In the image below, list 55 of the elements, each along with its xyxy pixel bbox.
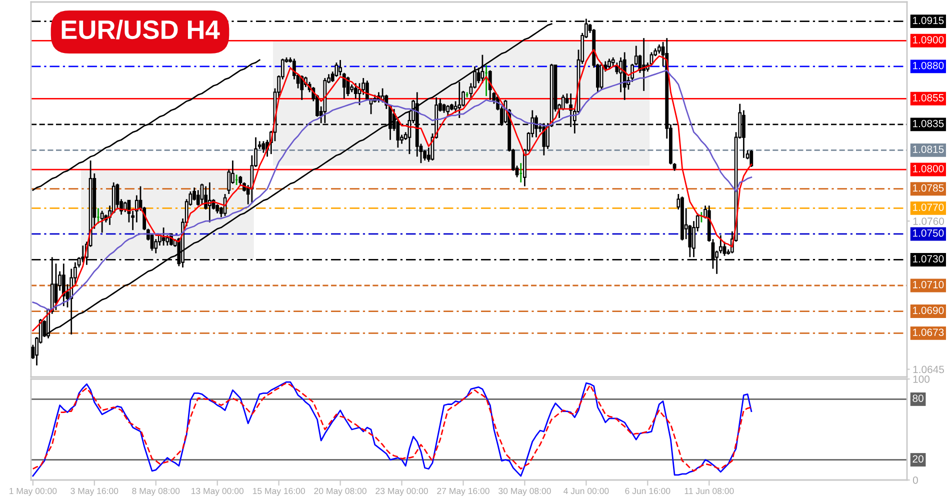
- ref-line-label: 1.0880: [913, 62, 944, 70]
- x-tick-label: 30 May 08:00: [498, 488, 551, 496]
- candlestick: [262, 140, 266, 154]
- candlestick: [446, 104, 450, 116]
- candlestick: [100, 210, 104, 234]
- x-tick-label: 13 May 00:00: [192, 488, 244, 496]
- candlestick: [154, 238, 158, 254]
- candlestick: [150, 233, 154, 252]
- candlestick: [116, 183, 120, 210]
- ref-line-label: 1.0770: [913, 204, 944, 211]
- x-tick-label: 23 May 00:00: [376, 488, 428, 496]
- ref-line-label: 1.0835: [913, 120, 944, 128]
- candlestick: [123, 201, 127, 213]
- ref-line-label: 1.0673: [913, 328, 944, 336]
- candlestick: [657, 44, 661, 54]
- x-tick-label: 8 May 08:00: [132, 488, 180, 496]
- candlestick: [619, 56, 622, 93]
- candlestick: [750, 150, 754, 168]
- candlestick: [442, 103, 446, 114]
- ref-line-label: 1.0900: [913, 36, 944, 44]
- x-tick-label: 11 Jun 08:00: [684, 488, 734, 494]
- candlestick: [354, 82, 358, 100]
- candlestick: [162, 226, 166, 246]
- ref-line-label: 1.0710: [913, 280, 944, 288]
- candlestick: [458, 81, 462, 119]
- ref-line-label: 20: [912, 455, 924, 463]
- y-tick-label: 0: [912, 476, 918, 484]
- ref-line-label: 1.0800: [913, 164, 944, 172]
- x-tick-label: 4 Jun 00:00: [564, 488, 609, 494]
- candlestick: [600, 62, 604, 90]
- ref-line-label: 1.0730: [913, 255, 944, 263]
- candlestick: [300, 74, 304, 101]
- text: EUR/USD H4: [62, 20, 220, 40]
- ref-line-label: 1.0750: [913, 229, 944, 237]
- candlestick: [292, 58, 296, 80]
- y-tick-label: 1.0760: [913, 218, 944, 225]
- ref-line-label: 1.0815: [913, 146, 944, 153]
- x-tick-label: 1 May 00:00: [10, 488, 57, 496]
- x-tick-label: 3 May 16:00: [70, 488, 118, 496]
- x-tick-label: 6 Jun 16:00: [625, 488, 670, 494]
- ref-line-label: 1.0785: [913, 184, 944, 192]
- candlestick: [62, 262, 66, 307]
- x-tick-label: 27 May 16:00: [437, 488, 490, 496]
- candlestick: [608, 58, 611, 70]
- ref-line-label: 1.0915: [913, 16, 944, 24]
- y-tick-label: 1.0645: [913, 366, 944, 374]
- x-tick-label: 15 May 16:00: [252, 488, 305, 496]
- candlestick: [192, 186, 196, 202]
- candlestick: [480, 54, 484, 84]
- x-tick-label: 20 May 08:00: [314, 488, 366, 496]
- y-tick-label: 100: [913, 376, 930, 383]
- ref-line-label: 1.0690: [913, 306, 944, 314]
- candlestick: [615, 62, 619, 75]
- ref-line-label: 1.0855: [913, 94, 944, 102]
- ref-line-label: 80: [912, 394, 924, 402]
